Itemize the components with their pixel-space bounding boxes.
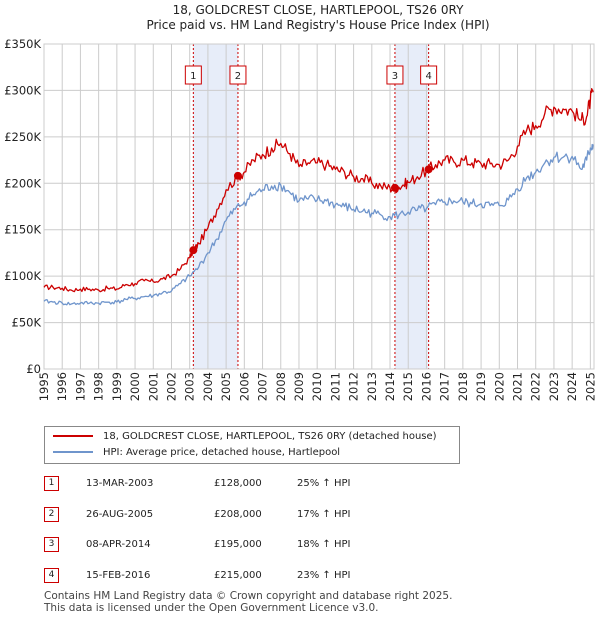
x-tick-label: 2000 xyxy=(128,372,142,401)
y-tick-label: £350K xyxy=(4,37,41,51)
x-tick-label: 2014 xyxy=(383,372,397,401)
sale-date: 13-MAR-2003 xyxy=(86,478,154,489)
sale-label-text: 3 xyxy=(392,71,398,82)
sale-row: 1 13-MAR-2003 £128,000 25% ↑ HPI xyxy=(44,476,464,494)
x-tick-label: 2004 xyxy=(201,372,215,401)
x-tick-label: 2017 xyxy=(438,372,452,401)
x-tick-label: 2015 xyxy=(401,372,415,401)
sale-point xyxy=(189,246,198,255)
x-tick-label: 2023 xyxy=(547,372,561,401)
x-tick-label: 2002 xyxy=(164,372,178,401)
legend-item-hpi: HPI: Average price, detached house, Hart… xyxy=(53,445,340,461)
legend-item-property: 18, GOLDCREST CLOSE, HARTLEPOOL, TS26 0R… xyxy=(53,429,437,445)
hpi-line xyxy=(43,143,594,306)
sale-label-text: 1 xyxy=(190,71,196,82)
property-price-line xyxy=(43,88,594,293)
x-tick-label: 1999 xyxy=(110,372,124,401)
sale-label-text: 2 xyxy=(235,71,241,82)
legend-label-property: 18, GOLDCREST CLOSE, HARTLEPOOL, TS26 0R… xyxy=(103,431,437,442)
x-tick-label: 1997 xyxy=(73,372,87,401)
x-tick-label: 2018 xyxy=(456,372,470,401)
sale-row: 3 08-APR-2014 £195,000 18% ↑ HPI xyxy=(44,537,464,555)
footer-copyright: Contains HM Land Registry data © Crown c… xyxy=(44,590,453,602)
sale-date: 08-APR-2014 xyxy=(86,539,151,550)
footer: Contains HM Land Registry data © Crown c… xyxy=(44,590,452,614)
y-tick-label: £50K xyxy=(12,316,42,330)
sale-date: 15-FEB-2016 xyxy=(86,570,151,581)
x-tick-label: 2008 xyxy=(274,372,288,401)
sale-hpi-change: 17% ↑ HPI xyxy=(297,509,351,520)
x-tick-label: 2024 xyxy=(565,372,579,401)
x-tick-label: 2007 xyxy=(256,372,270,401)
x-tick-label: 2021 xyxy=(511,372,525,401)
sale-point xyxy=(390,183,399,192)
sale-number: 1 xyxy=(44,476,59,491)
y-tick-label: £300K xyxy=(4,83,41,97)
price-chart: 18, GOLDCREST CLOSE, HARTLEPOOL, TS26 0R… xyxy=(4,3,597,401)
sale-point xyxy=(233,171,242,180)
sale-date: 26-AUG-2005 xyxy=(86,509,154,520)
x-tick-label: 2012 xyxy=(347,372,361,401)
sale-hpi-change: 23% ↑ HPI xyxy=(297,570,351,581)
sale-row: 4 15-FEB-2016 £215,000 23% ↑ HPI xyxy=(44,568,464,586)
x-tick-label: 2013 xyxy=(365,372,379,401)
legend-swatch-hpi xyxy=(53,451,93,453)
footer-licence: This data is licensed under the Open Gov… xyxy=(44,602,379,614)
sale-number: 4 xyxy=(44,568,59,583)
y-tick-label: £150K xyxy=(4,223,41,237)
y-tick-label: £200K xyxy=(4,176,41,190)
x-tick-label: 2010 xyxy=(310,372,324,401)
sale-label-box xyxy=(420,65,438,85)
y-tick-label: £100K xyxy=(4,269,41,283)
x-tick-label: 2009 xyxy=(292,372,306,401)
sale-point xyxy=(424,165,433,174)
chart-title: 18, GOLDCREST CLOSE, HARTLEPOOL, TS26 0R… xyxy=(173,3,465,17)
sale-price: £195,000 xyxy=(214,539,262,550)
sale-price: £208,000 xyxy=(214,509,262,520)
x-tick-label: 2005 xyxy=(219,372,233,401)
x-tick-label: 2001 xyxy=(146,372,160,401)
sale-label-box xyxy=(386,65,404,85)
sale-hpi-change: 18% ↑ HPI xyxy=(297,539,351,550)
sale-row: 2 26-AUG-2005 £208,000 17% ↑ HPI xyxy=(44,507,464,525)
x-tick-label: 2011 xyxy=(328,372,342,401)
sale-price: £215,000 xyxy=(214,570,262,581)
y-tick-label: £250K xyxy=(4,130,41,144)
sale-number: 3 xyxy=(44,537,59,552)
sale-label-box xyxy=(229,65,247,85)
plot-frame xyxy=(43,43,595,370)
shaded-period xyxy=(193,44,238,369)
x-tick-label: 2003 xyxy=(183,372,197,401)
x-tick-label: 1995 xyxy=(37,372,51,401)
sale-number: 2 xyxy=(44,507,59,522)
legend-swatch-property xyxy=(53,435,93,437)
x-tick-label: 2016 xyxy=(419,372,433,401)
x-tick-label: 2025 xyxy=(583,372,597,401)
x-tick-label: 2020 xyxy=(492,372,506,401)
sale-hpi-change: 25% ↑ HPI xyxy=(297,478,351,489)
sale-label-text: 4 xyxy=(425,71,431,82)
chart-subtitle: Price paid vs. HM Land Registry's House … xyxy=(146,18,489,32)
legend-label-hpi: HPI: Average price, detached house, Hart… xyxy=(103,447,341,458)
y-tick-label: £0 xyxy=(26,362,41,376)
x-tick-label: 2019 xyxy=(474,372,488,401)
sale-label-box xyxy=(184,65,202,85)
x-tick-label: 1998 xyxy=(92,372,106,401)
x-tick-label: 2006 xyxy=(237,372,251,401)
x-tick-label: 2022 xyxy=(529,372,543,401)
legend: 18, GOLDCREST CLOSE, HARTLEPOOL, TS26 0R… xyxy=(44,426,460,464)
x-tick-label: 1996 xyxy=(55,372,69,401)
sale-price: £128,000 xyxy=(214,478,262,489)
